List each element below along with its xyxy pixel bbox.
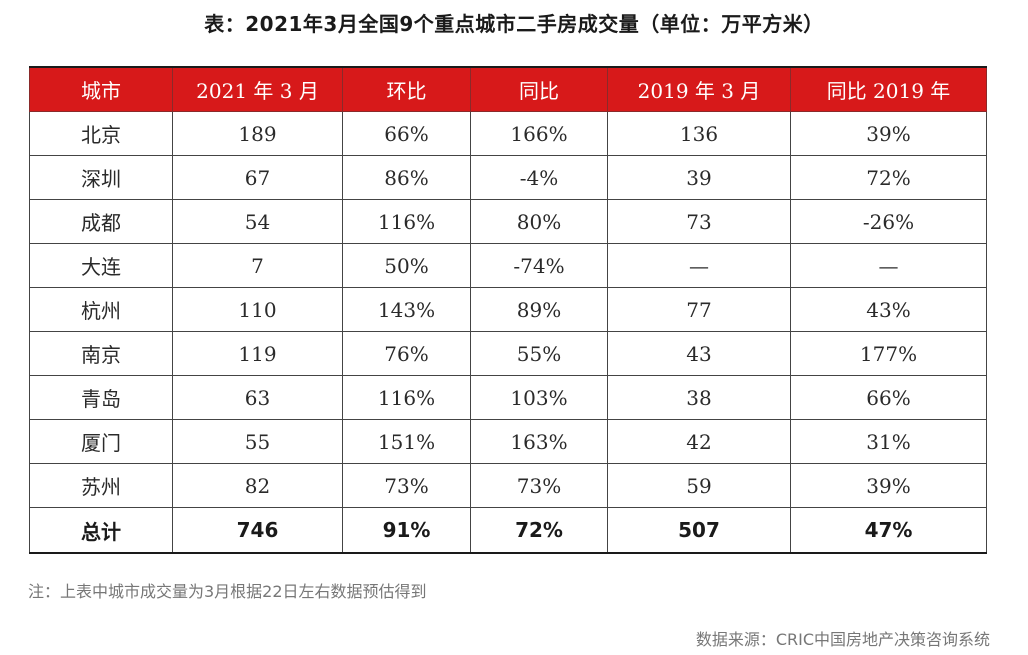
table-row: 南京 119 76% 55% 43 177% [29,331,987,376]
cell-2021-mar: 63 [172,375,343,420]
cell-mom: 50% [342,243,471,288]
cell-city: 苏州 [29,463,173,508]
cell-city: 深圳 [29,155,173,200]
cell-mom: 76% [342,331,471,376]
cell-total-2021-mar: 746 [172,507,343,554]
cell-city: 成都 [29,199,173,244]
data-source: 数据来源：CRIC中国房地产决策咨询系统 [695,630,990,649]
cell-total-vs-2019: 47% [790,507,987,554]
cell-mom: 116% [342,199,471,244]
cell-2021-mar: 67 [172,155,343,200]
cell-2019-mar: — [607,243,791,288]
cell-2021-mar: 110 [172,287,343,332]
cell-yoy: 80% [470,199,608,244]
cell-yoy: 89% [470,287,608,332]
cell-city: 大连 [29,243,173,288]
cell-city: 青岛 [29,375,173,420]
cell-2019-mar: 77 [607,287,791,332]
column-header-2021-mar: 2021 年 3 月 [172,66,343,112]
cell-vs-2019: 31% [790,419,987,464]
cell-city: 北京 [29,111,173,156]
cell-mom: 66% [342,111,471,156]
cell-mom: 151% [342,419,471,464]
table-row: 北京 189 66% 166% 136 39% [29,111,987,156]
cell-yoy: 73% [470,463,608,508]
cell-vs-2019: -26% [790,199,987,244]
column-header-city: 城市 [29,66,173,112]
cell-2019-mar: 38 [607,375,791,420]
cell-yoy: 55% [470,331,608,376]
cell-2019-mar: 59 [607,463,791,508]
cell-total-mom: 91% [342,507,471,554]
table-row: 深圳 67 86% -4% 39 72% [29,155,987,200]
cell-vs-2019: 39% [790,463,987,508]
table-total-row: 总计 746 91% 72% 507 47% [29,507,987,554]
cell-total-2019-mar: 507 [607,507,791,554]
cell-2019-mar: 39 [607,155,791,200]
cell-2021-mar: 82 [172,463,343,508]
cell-yoy: -4% [470,155,608,200]
cell-yoy: 103% [470,375,608,420]
cell-city: 南京 [29,331,173,376]
cell-yoy: -74% [470,243,608,288]
cell-2019-mar: 42 [607,419,791,464]
table-row: 大连 7 50% -74% — — [29,243,987,288]
cell-2021-mar: 54 [172,199,343,244]
cell-2019-mar: 136 [607,111,791,156]
cell-vs-2019: 43% [790,287,987,332]
cell-2021-mar: 119 [172,331,343,376]
transaction-table: 城市 2021 年 3 月 环比 同比 2019 年 3 月 同比 2019 年… [29,66,987,554]
table-row: 成都 54 116% 80% 73 -26% [29,199,987,244]
table-row: 厦门 55 151% 163% 42 31% [29,419,987,464]
column-header-mom: 环比 [342,66,471,112]
cell-mom: 143% [342,287,471,332]
cell-yoy: 163% [470,419,608,464]
table-title: 表：2021年3月全国9个重点城市二手房成交量（单位：万平方米） [204,12,824,36]
table-header-row: 城市 2021 年 3 月 环比 同比 2019 年 3 月 同比 2019 年 [29,66,987,112]
column-header-2019-mar: 2019 年 3 月 [607,66,791,112]
cell-2021-mar: 189 [172,111,343,156]
column-header-yoy: 同比 [470,66,608,112]
cell-2021-mar: 55 [172,419,343,464]
cell-total-yoy: 72% [470,507,608,554]
cell-vs-2019: — [790,243,987,288]
cell-city: 厦门 [29,419,173,464]
table-row: 青岛 63 116% 103% 38 66% [29,375,987,420]
cell-mom: 116% [342,375,471,420]
cell-vs-2019: 66% [790,375,987,420]
cell-2019-mar: 43 [607,331,791,376]
cell-vs-2019: 72% [790,155,987,200]
cell-mom: 73% [342,463,471,508]
transaction-table-container: 城市 2021 年 3 月 环比 同比 2019 年 3 月 同比 2019 年… [29,66,987,554]
table-row: 杭州 110 143% 89% 77 43% [29,287,987,332]
cell-2019-mar: 73 [607,199,791,244]
column-header-vs-2019: 同比 2019 年 [790,66,987,112]
cell-vs-2019: 177% [790,331,987,376]
cell-total-label: 总计 [29,507,173,554]
cell-yoy: 166% [470,111,608,156]
cell-mom: 86% [342,155,471,200]
cell-city: 杭州 [29,287,173,332]
table-footnote: 注：上表中城市成交量为3月根据22日左右数据预估得到 [28,582,427,601]
cell-2021-mar: 7 [172,243,343,288]
table-row: 苏州 82 73% 73% 59 39% [29,463,987,508]
cell-vs-2019: 39% [790,111,987,156]
